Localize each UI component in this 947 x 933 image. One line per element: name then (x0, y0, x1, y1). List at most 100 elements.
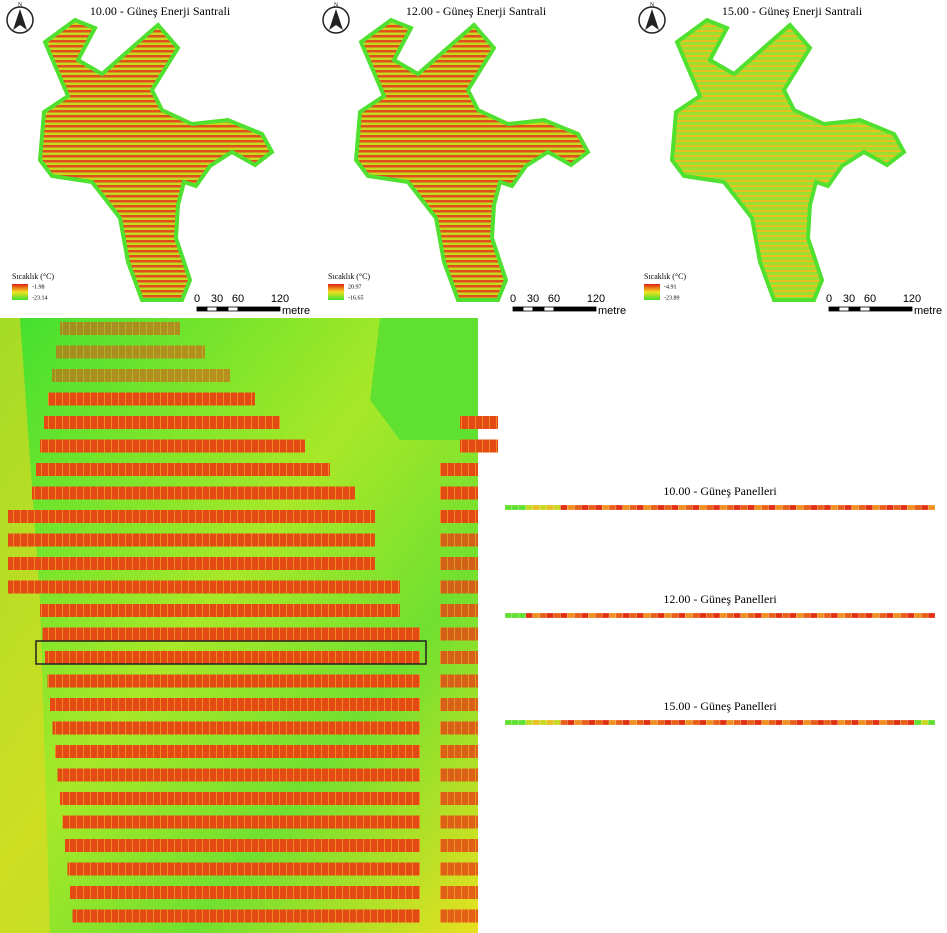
panel-cell (769, 613, 776, 618)
panel-cell (554, 720, 561, 725)
panel-cell (644, 613, 651, 618)
panel-cell (796, 613, 803, 618)
panel-cell (796, 505, 803, 510)
panel-row (60, 792, 420, 805)
legend-swatch (328, 284, 344, 300)
panel-cell (893, 613, 900, 618)
panel-cell (699, 613, 706, 618)
panel-cell (734, 720, 741, 725)
panel-cell (845, 505, 852, 510)
panel-cell (616, 720, 623, 725)
scale-bar (238, 307, 280, 311)
panel-cell (845, 613, 852, 618)
panel-row (70, 886, 420, 899)
panel-cell (554, 613, 561, 618)
panel-row (8, 510, 375, 523)
panel-cell (623, 613, 630, 618)
map: N12.00 - Güneş Enerji SantraliSıcaklık (… (323, 2, 626, 317)
panel-row (73, 910, 421, 923)
panel-cell (602, 720, 609, 725)
panel-cell (609, 613, 616, 618)
panel-cell (824, 720, 831, 725)
panel-cell (859, 613, 866, 618)
scale-bar (870, 307, 912, 311)
panel-cell (803, 720, 810, 725)
panel-cell (873, 613, 880, 618)
panel-cell (734, 613, 741, 618)
panel-row (440, 604, 478, 617)
panel-cell (880, 720, 887, 725)
panel-cell (637, 613, 644, 618)
panel-cell (706, 720, 713, 725)
panel-cell (512, 613, 519, 618)
panel-cell (831, 720, 838, 725)
panel-cell (866, 613, 873, 618)
scale-tick: 120 (271, 293, 289, 305)
panel-cell (540, 505, 547, 510)
panel-cell (560, 613, 567, 618)
panel-cell (581, 505, 588, 510)
panel-cell (907, 613, 914, 618)
panel-row (63, 816, 421, 829)
panel-row (440, 581, 478, 594)
scale-bar (544, 307, 554, 311)
panel-cell (803, 613, 810, 618)
panel-cell (588, 720, 595, 725)
panel-cell (817, 720, 824, 725)
panel-cell (866, 505, 873, 510)
scale-bar (839, 307, 849, 311)
panel-row (460, 416, 498, 429)
panel-cell (893, 720, 900, 725)
map-title: 15.00 - Güneş Enerji Santrali (722, 4, 863, 18)
north-label: N (650, 2, 655, 8)
panel-cell (567, 720, 574, 725)
panel-cell (852, 720, 859, 725)
panel-cell (845, 720, 852, 725)
scale-tick: 0 (510, 293, 516, 305)
panel-row (8, 557, 375, 570)
panel-cell (692, 505, 699, 510)
scale-tick: 120 (903, 293, 921, 305)
panel-cell (810, 613, 817, 618)
panel-row (32, 487, 355, 500)
north-label: N (334, 2, 339, 8)
panel-cell (519, 505, 526, 510)
panel-cell (748, 613, 755, 618)
panel-row (8, 534, 375, 547)
panel-cell (665, 505, 672, 510)
panel-cell (838, 720, 845, 725)
panel-cell (560, 505, 567, 510)
panel-cell (540, 613, 547, 618)
panel-cell (685, 505, 692, 510)
panel-cell (706, 613, 713, 618)
panel-cell (769, 505, 776, 510)
panel-cell (692, 720, 699, 725)
panel-title: 10.00 - Güneş Panelleri (663, 484, 777, 498)
panel-cell (907, 720, 914, 725)
panel-cell (859, 720, 866, 725)
panel-cell (741, 505, 748, 510)
panel-cell (900, 613, 907, 618)
panel-cell (665, 720, 672, 725)
panel-cell (824, 505, 831, 510)
panel-cell (873, 505, 880, 510)
panel-cell (810, 720, 817, 725)
legend-max: -4.91 (664, 284, 677, 290)
scale-tick: 60 (548, 293, 560, 305)
panel-cell (671, 613, 678, 618)
panel-row (440, 463, 478, 476)
scale-tick: 0 (826, 293, 832, 305)
panel-cell (533, 720, 540, 725)
panel-row (440, 487, 478, 500)
legend-max: 20.97 (348, 284, 362, 290)
panel-row (56, 346, 205, 359)
panel-cell (831, 505, 838, 510)
panel-cell (769, 720, 776, 725)
panel-row (440, 557, 478, 570)
panel-cell (921, 720, 928, 725)
panel-cell (651, 613, 658, 618)
panel-strips: 10.00 - Güneş Panelleri12.00 - Güneş Pan… (505, 484, 935, 725)
panel-cell (526, 505, 533, 510)
panel-cell (512, 505, 519, 510)
panel-cell (526, 720, 533, 725)
